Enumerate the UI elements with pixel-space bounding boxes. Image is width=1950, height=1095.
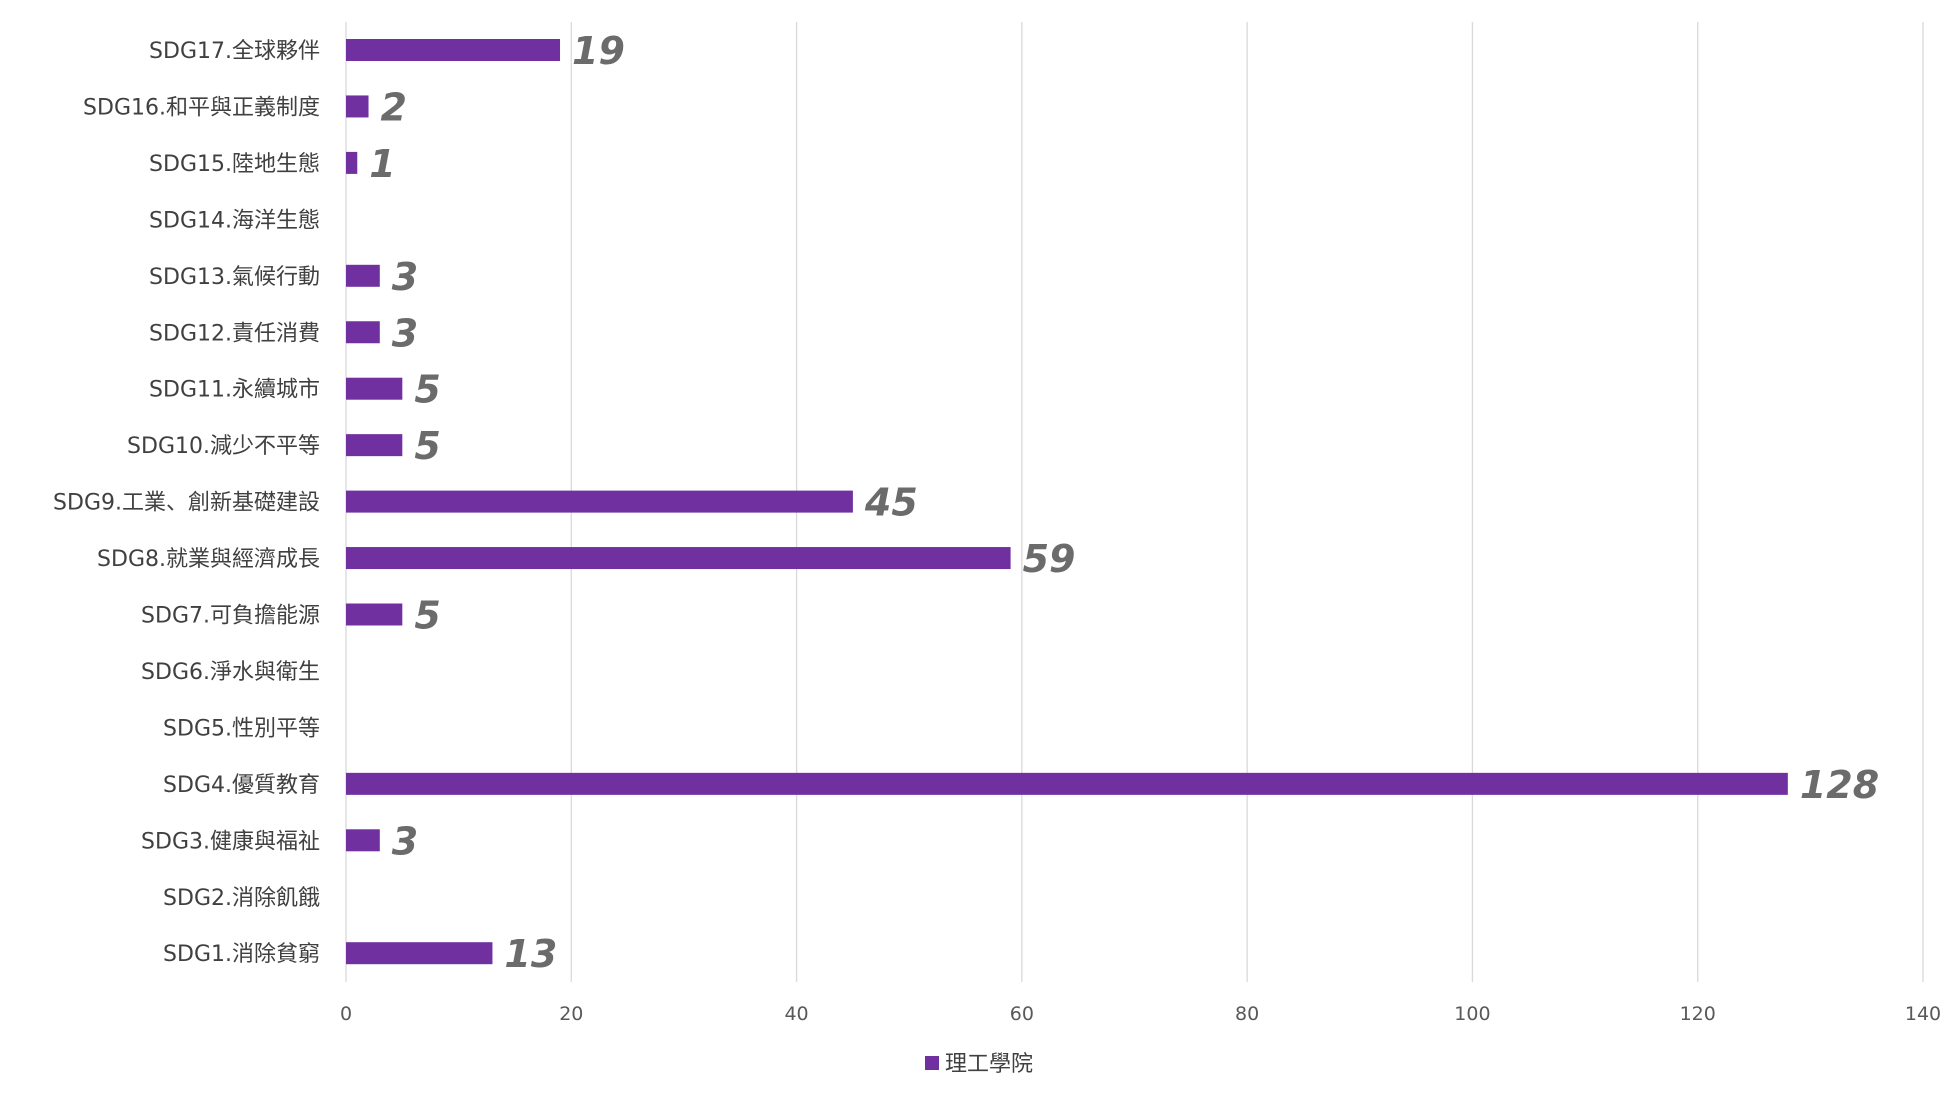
data-label: 5: [414, 594, 440, 638]
data-labels: 13 3 128 5 59 45 5 5 3 3 1 2 19: [369, 29, 1879, 976]
category-label: SDG10.減少不平等: [127, 434, 320, 459]
bar: [346, 151, 358, 174]
bars: [346, 39, 1788, 965]
x-tick-label: 140: [1905, 1003, 1941, 1025]
data-label: 3: [392, 255, 418, 299]
bar: [346, 321, 380, 344]
bar: [346, 490, 853, 513]
data-label: 5: [414, 368, 440, 412]
x-tick-label: 80: [1235, 1003, 1259, 1025]
category-label: SDG6.淨水與衛生: [141, 660, 320, 685]
category-label: SDG1.消除貧窮: [163, 942, 320, 967]
category-label: SDG9.工業、創新基礎建設: [53, 491, 320, 516]
x-axis-ticks: 0 20 40 60 80 100 120 140: [340, 1003, 1941, 1025]
data-label: 2: [381, 85, 407, 129]
category-labels: SDG1.消除貧窮 SDG2.消除飢餓 SDG3.健康與福祉 SDG4.優質教育 SDG…: [53, 39, 320, 967]
category-label: SDG3.健康與福祉: [141, 829, 320, 854]
category-label: SDG16.和平與正義制度: [83, 95, 320, 120]
bar: [346, 95, 369, 118]
legend: 理工學院: [925, 1052, 1033, 1077]
x-tick-label: 0: [340, 1003, 352, 1025]
category-label: SDG11.永續城市: [149, 378, 320, 403]
bar: [346, 264, 380, 287]
data-label: 5: [414, 424, 440, 468]
legend-label: 理工學院: [945, 1052, 1033, 1077]
data-label: 59: [1023, 537, 1076, 581]
bar: [346, 39, 561, 61]
bar: [346, 829, 380, 852]
bar: [346, 603, 403, 626]
category-label: SDG13.氣候行動: [149, 265, 320, 290]
data-label: 45: [864, 481, 918, 525]
x-tick-label: 60: [1010, 1003, 1034, 1025]
category-label: SDG8.就業與經濟成長: [97, 547, 320, 572]
data-label: 3: [392, 311, 418, 355]
category-label: SDG5.性別平等: [163, 716, 320, 741]
x-tick-label: 20: [559, 1003, 583, 1025]
bar: [346, 434, 403, 457]
bar: [346, 772, 1788, 795]
x-tick-label: 100: [1454, 1003, 1490, 1025]
category-label: SDG4.優質教育: [163, 773, 320, 798]
category-label: SDG2.消除飢餓: [163, 886, 320, 911]
category-label: SDG14.海洋生態: [149, 208, 320, 233]
legend-swatch: [925, 1056, 939, 1070]
x-tick-label: 120: [1680, 1003, 1716, 1025]
category-label: SDG17.全球夥伴: [149, 39, 320, 64]
bar: [346, 547, 1011, 570]
data-label: 3: [392, 819, 418, 863]
category-label: SDG15.陸地生態: [149, 152, 320, 177]
x-tick-label: 40: [784, 1003, 808, 1025]
bar: [346, 942, 493, 965]
data-label: 128: [1800, 763, 1879, 807]
category-label: SDG7.可負擔能源: [141, 604, 320, 629]
bar: [346, 377, 403, 400]
data-label: 19: [572, 29, 625, 73]
data-label: 1: [369, 142, 395, 186]
data-label: 13: [504, 932, 557, 976]
category-label: SDG12.責任消費: [149, 321, 320, 346]
